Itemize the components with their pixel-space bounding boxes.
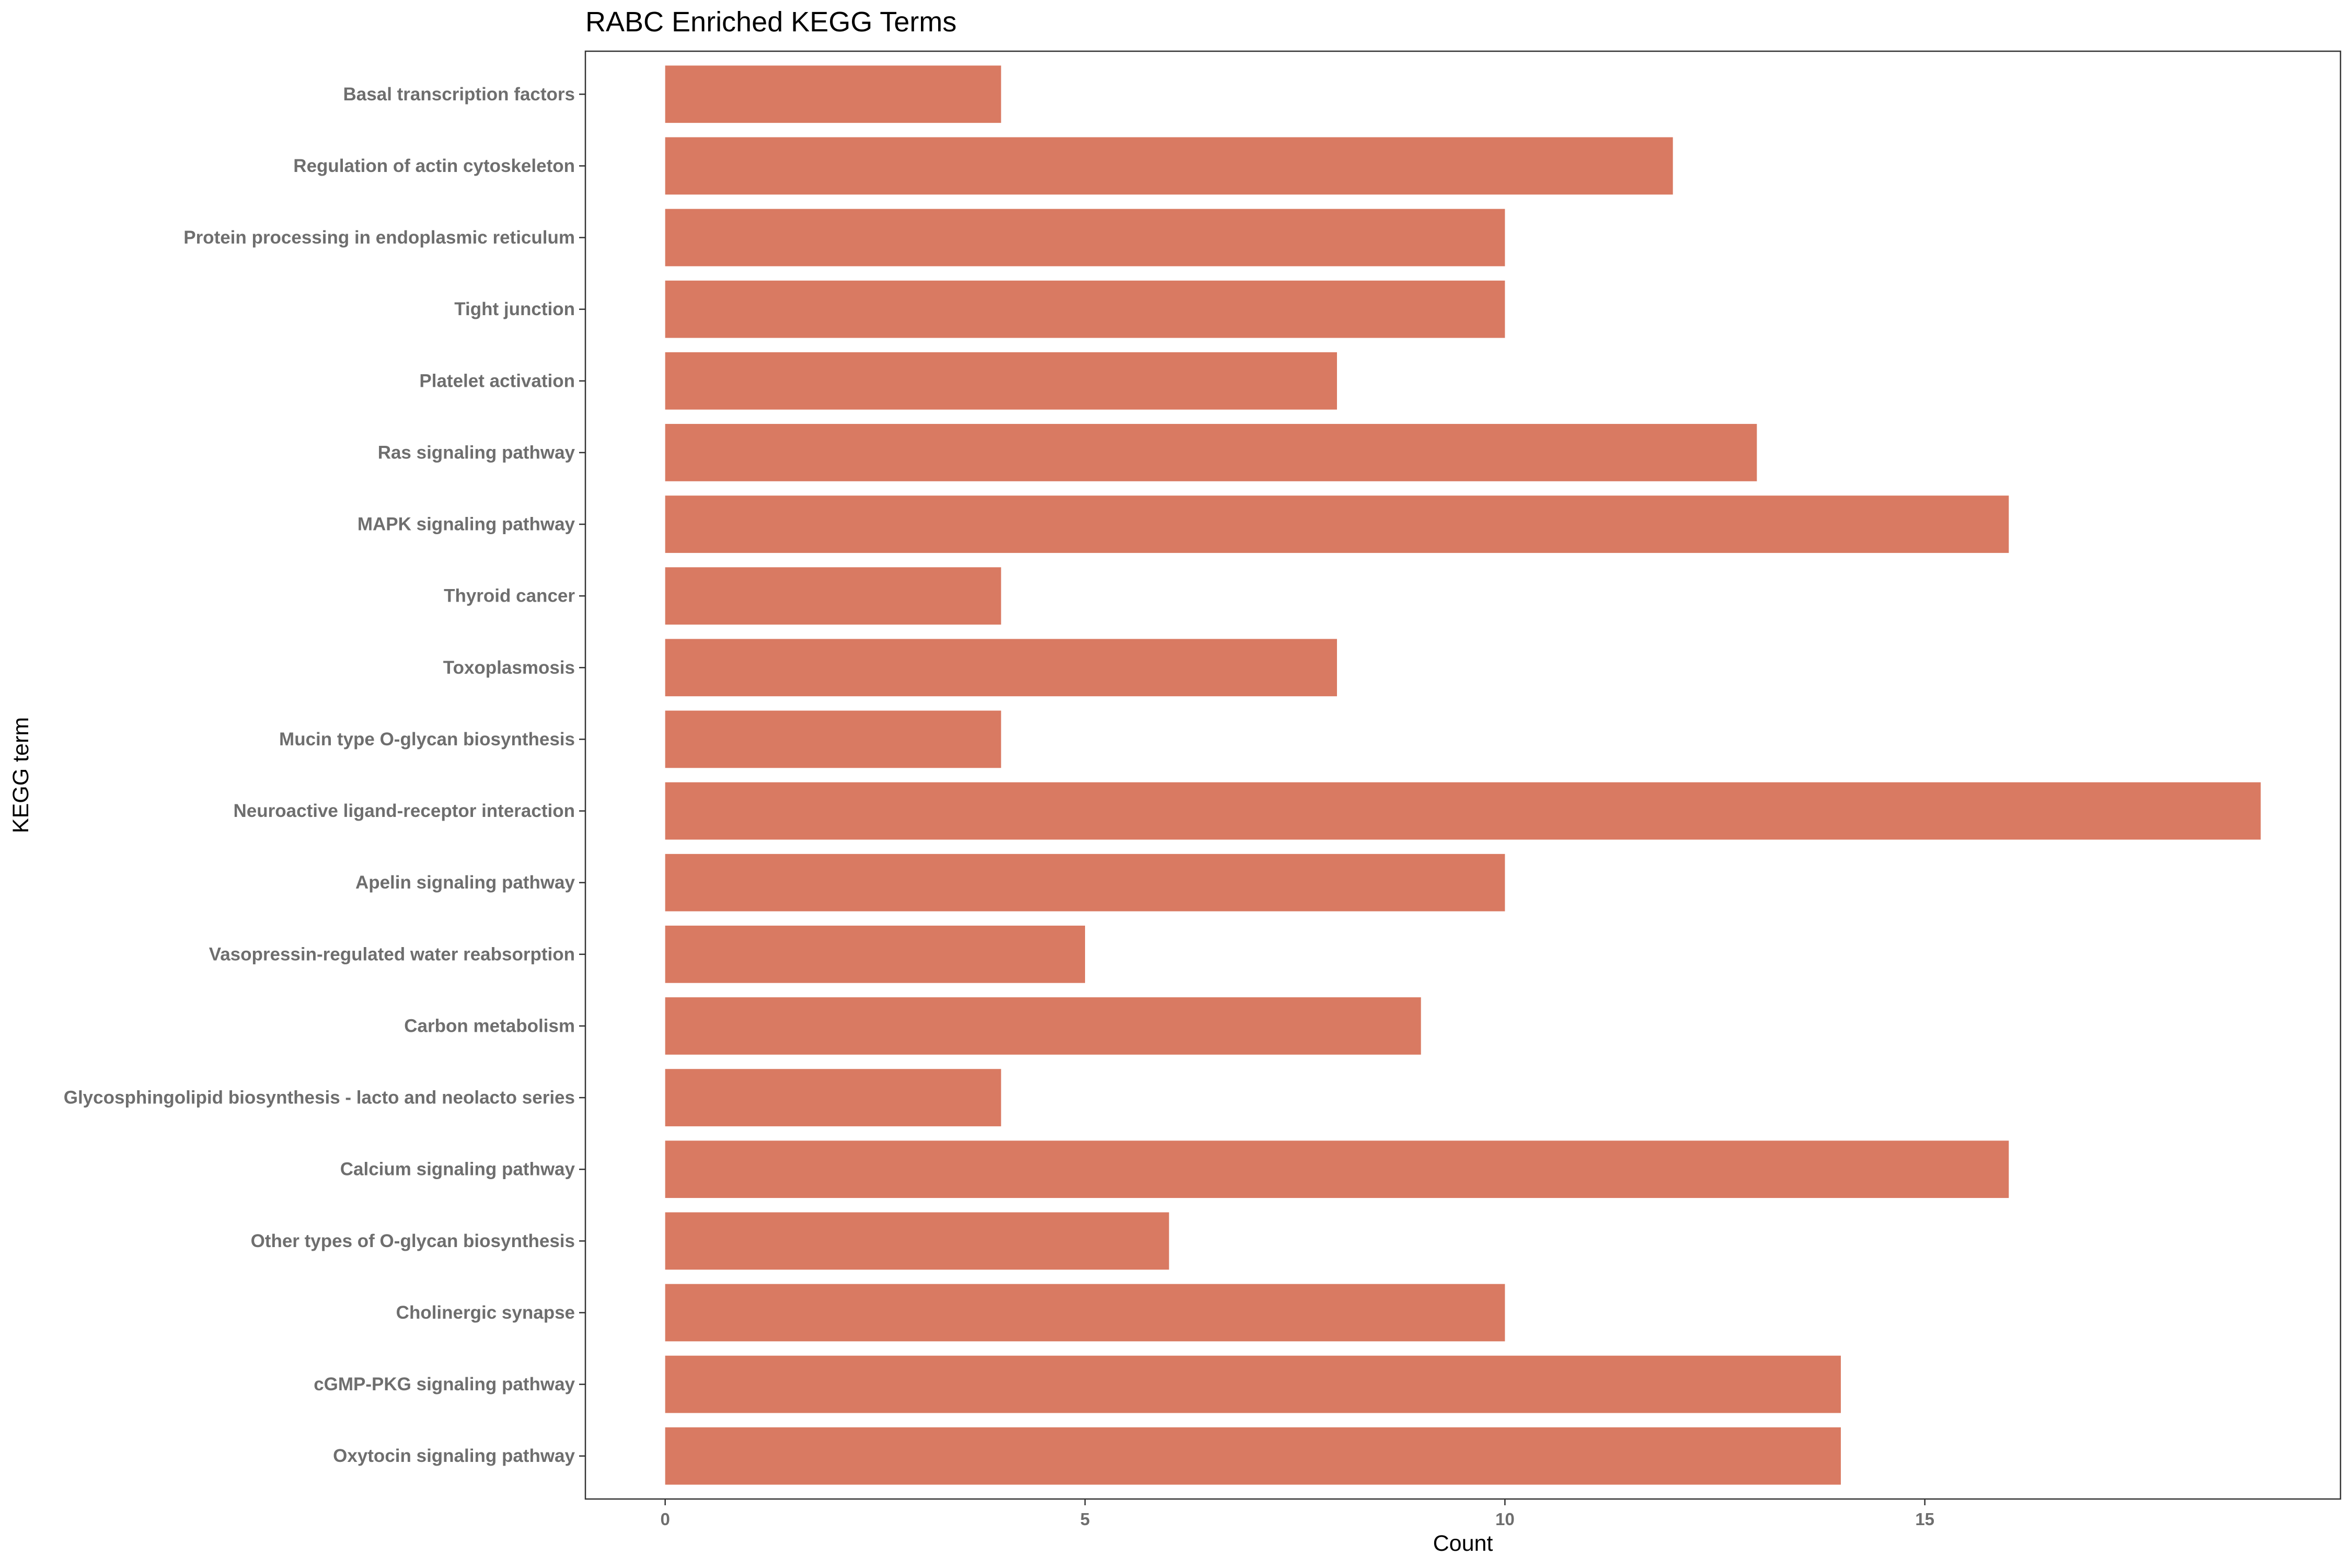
x-tick-label: 10: [1495, 1509, 1515, 1529]
bar: [665, 65, 1001, 123]
y-tick-label: Ras signaling pathway: [378, 442, 575, 463]
y-tick-label: Tight junction: [454, 299, 575, 319]
bar: [665, 639, 1337, 697]
bar: [665, 137, 1673, 195]
bar: [665, 495, 2009, 553]
y-tick-label: Glycosphingolipid biosynthesis - lacto a…: [64, 1088, 575, 1108]
y-axis-ticks: Basal transcription factors Regulation of…: [64, 84, 585, 1466]
y-tick-label: Regulation of actin cytoskeleton: [293, 156, 575, 176]
x-tick-label: 0: [660, 1509, 670, 1529]
bar: [665, 209, 1505, 267]
bar: [665, 1140, 2009, 1198]
y-tick-label: Thyroid cancer: [444, 586, 575, 606]
y-tick-label: Mucin type O-glycan biosynthesis: [279, 729, 575, 750]
bar: [665, 1284, 1505, 1342]
bar: [665, 352, 1337, 410]
x-axis-ticks: 0 5 10 15: [660, 1499, 1934, 1529]
y-tick-label: Basal transcription factors: [343, 84, 575, 105]
x-tick-label: 5: [1080, 1509, 1090, 1529]
bar: [665, 925, 1085, 983]
plot-panel-border: [584, 50, 2342, 1500]
bar: [665, 782, 2261, 840]
bar: [665, 710, 1001, 768]
y-tick-label: Other types of O-glycan biosynthesis: [251, 1231, 575, 1251]
bar: [665, 854, 1505, 912]
bar: [665, 280, 1505, 338]
bar: [665, 424, 1757, 481]
bar: [665, 997, 1421, 1055]
y-tick-label: cGMP-PKG signaling pathway: [314, 1374, 575, 1394]
y-tick-label: MAPK signaling pathway: [358, 514, 575, 535]
y-tick-label: Apelin signaling pathway: [355, 872, 575, 893]
bars-group: [665, 65, 2261, 1485]
y-tick-label: Cholinergic synapse: [396, 1302, 575, 1323]
y-tick-label: Platelet activation: [419, 371, 575, 391]
bar: [665, 567, 1001, 625]
y-tick-label: Protein processing in endoplasmic reticu…: [183, 227, 575, 248]
bar: [665, 1069, 1001, 1126]
y-tick-label: Vasopressin-regulated water reabsorption: [209, 944, 575, 964]
y-tick-label: Neuroactive ligand-receptor interaction: [234, 801, 575, 821]
bar: [665, 1355, 1841, 1413]
chart-title: RABC Enriched KEGG Terms: [585, 6, 956, 38]
bar: [665, 1212, 1169, 1270]
y-tick-label: Carbon metabolism: [404, 1016, 575, 1036]
bar: [665, 1427, 1841, 1485]
x-tick-label: 15: [1915, 1509, 1934, 1529]
y-axis-title: KEGG term: [8, 717, 33, 833]
y-tick-label: Oxytocin signaling pathway: [333, 1446, 575, 1466]
x-axis-title: Count: [1433, 1531, 1493, 1556]
y-tick-label: Calcium signaling pathway: [340, 1159, 575, 1180]
y-tick-label: Toxoplasmosis: [443, 658, 575, 678]
